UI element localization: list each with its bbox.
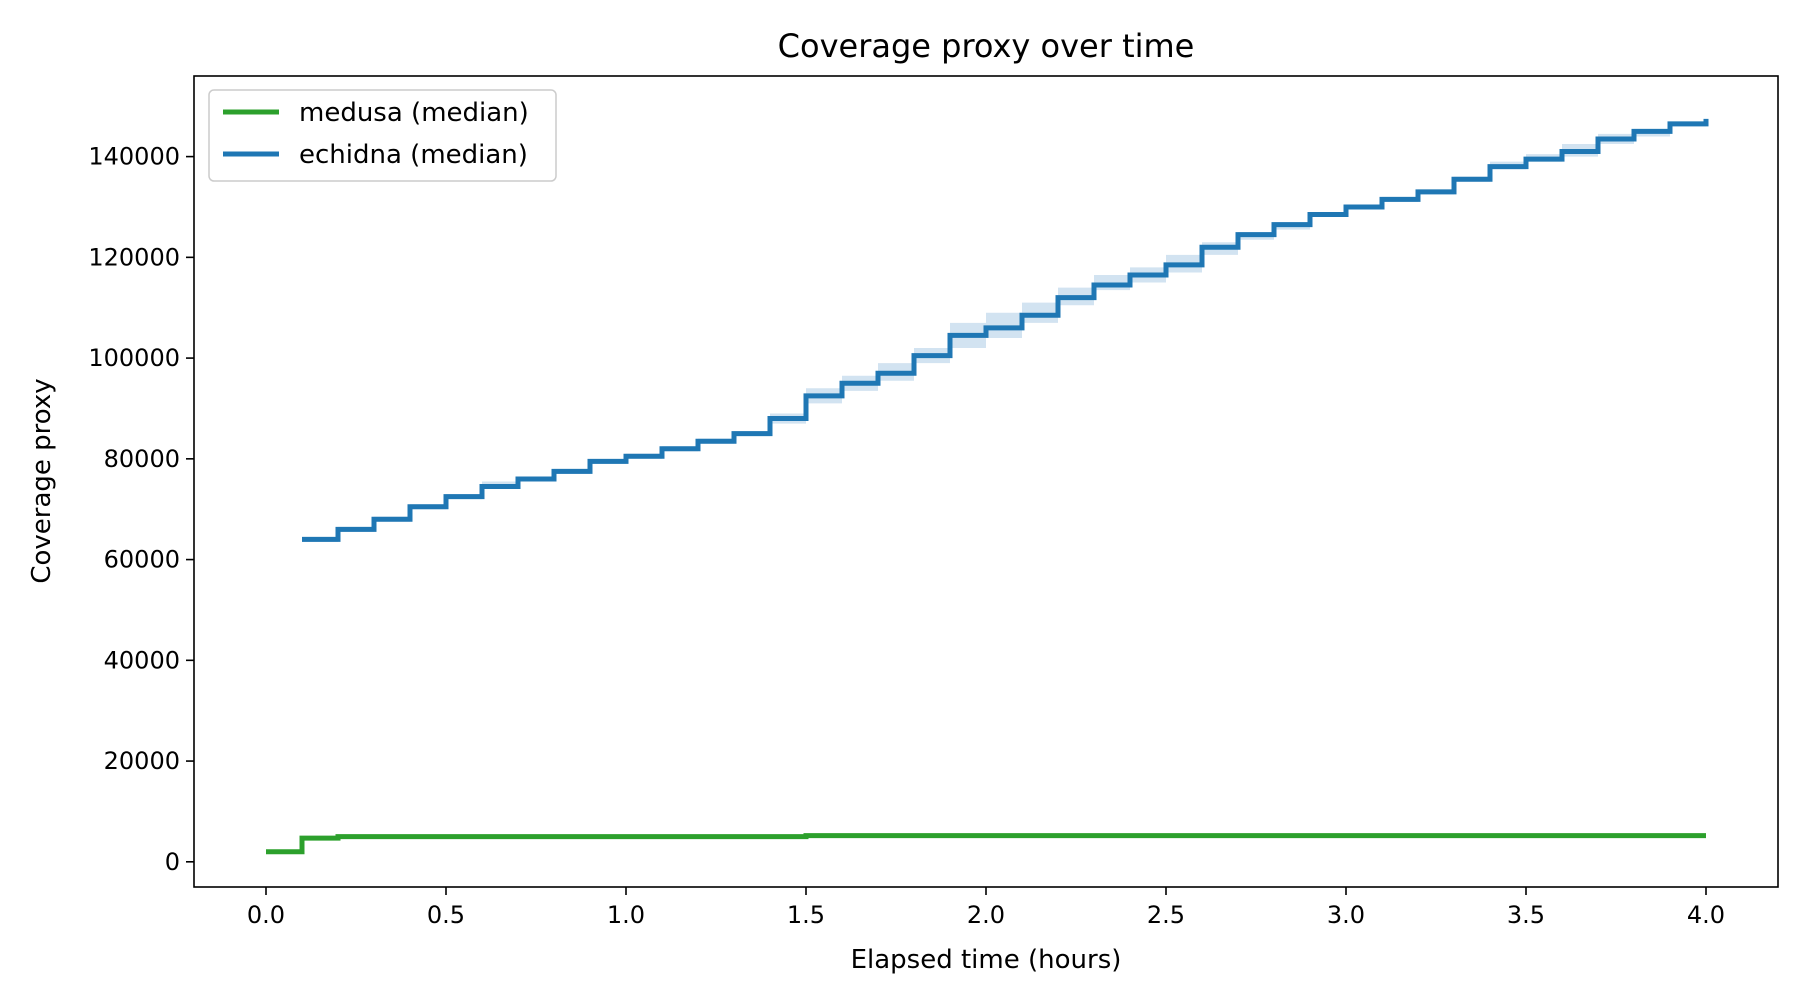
x-tick-label: 2.0 bbox=[967, 901, 1005, 929]
x-tick-label: 0.5 bbox=[427, 901, 465, 929]
legend-label-echidna: echidna (median) bbox=[299, 140, 528, 170]
x-tick-label: 1.0 bbox=[607, 901, 645, 929]
y-tick-label: 120000 bbox=[88, 243, 180, 271]
x-tick-label: 3.5 bbox=[1507, 901, 1545, 929]
y-axis-title: Coverage proxy bbox=[27, 378, 57, 583]
y-tick-label: 60000 bbox=[104, 546, 180, 574]
y-tick-label: 100000 bbox=[88, 344, 180, 372]
x-tick-label: 3.0 bbox=[1327, 901, 1365, 929]
legend-frame bbox=[208, 89, 557, 182]
x-tick-label: 2.5 bbox=[1147, 901, 1185, 929]
x-tick-label: 4.0 bbox=[1687, 901, 1725, 929]
series-line-medusa bbox=[266, 833, 1706, 855]
series-line-echidna bbox=[302, 118, 1709, 542]
y-axis: 0 20000 40000 60000 80000 100000 120000 140000 bbox=[88, 143, 194, 876]
legend-label-medusa: medusa (median) bbox=[299, 98, 529, 128]
x-axis-title: Elapsed time (hours) bbox=[851, 945, 1122, 975]
y-tick-label: 80000 bbox=[104, 445, 180, 473]
y-tick-label: 140000 bbox=[88, 143, 180, 171]
y-tick-label: 20000 bbox=[104, 747, 180, 775]
x-tick-label: 0.0 bbox=[247, 901, 285, 929]
x-tick-label: 1.5 bbox=[787, 901, 825, 929]
y-tick-label: 0 bbox=[165, 848, 180, 876]
chart-title: Coverage proxy over time bbox=[778, 27, 1195, 65]
series-layer bbox=[266, 118, 1709, 855]
y-tick-label: 40000 bbox=[104, 646, 180, 674]
x-axis: 0.0 0.5 1.0 1.5 2.0 2.5 3.0 3.5 4.0 bbox=[247, 887, 1725, 929]
legend: medusa (median) echidna (median) bbox=[208, 89, 557, 182]
